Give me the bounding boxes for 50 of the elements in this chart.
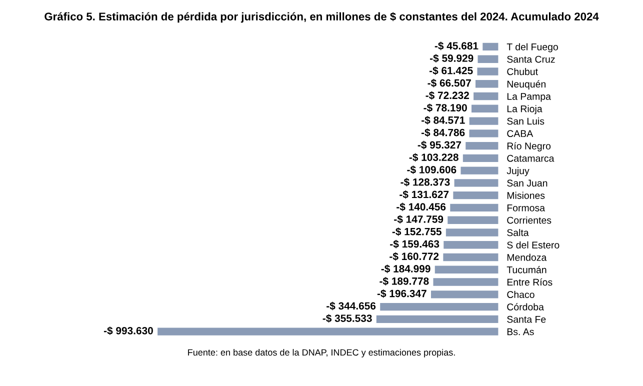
y-tick-label: San Juan [507, 180, 548, 187]
y-tick-label: La Pampa [507, 93, 551, 102]
data-label: -$ 147.759 [394, 215, 444, 224]
data-label: -$ 196.347 [377, 289, 426, 298]
data-label: -$ 72.232 [426, 91, 469, 100]
data-label: -$ 78.190 [424, 104, 467, 112]
source-note: Fuente: en base datos de la DNAP, INDEC y estimaciones propias. [188, 348, 455, 358]
data-label: -$ 189.778 [380, 276, 429, 286]
data-label: -$ 355.533 [322, 314, 372, 323]
y-tick-label: Bs. As [507, 328, 534, 336]
data-label: -$ 131.627 [400, 190, 449, 199]
y-tick-label: Catamarca [507, 154, 554, 162]
y-tick-label: Río Negro [507, 142, 551, 152]
y-tick-label: Formosa [507, 204, 546, 212]
data-label: -$ 45.681 [434, 42, 478, 50]
y-tick-label: La Rioja [507, 105, 542, 114]
data-label: -$ 61.425 [429, 66, 473, 75]
data-label: -$ 84.786 [421, 128, 465, 137]
y-tick-label: S del Estero [507, 241, 560, 248]
data-label: -$ 128.373 [400, 178, 450, 186]
y-tick-label: Chaco [507, 290, 534, 298]
y-tick-label: Córdoba [507, 303, 544, 310]
data-label: -$ 103.228 [409, 153, 458, 162]
data-label: -$ 159.463 [390, 240, 440, 248]
data-label: -$ 109.606 [407, 166, 456, 174]
y-tick-label: Jujuy [506, 167, 530, 176]
y-tick-label: Mendoza [507, 254, 547, 261]
chart-title: Gráfico 5. Estimación de pérdida por jurisdicción, en millones de $ constantes del 2024. Acumulado 2024 [44, 12, 599, 23]
y-tick-label: Neuquén [507, 80, 546, 90]
data-label: -$ 344.656 [326, 302, 376, 310]
y-tick-label: Misiones [507, 192, 545, 199]
data-label: -$ 59.929 [430, 54, 474, 63]
y-tick-label: Chubut [507, 68, 538, 76]
y-tick-label: CABA [507, 130, 534, 138]
data-label: -$ 152.755 [392, 227, 442, 236]
y-tick-label: T del Fuego [506, 43, 558, 52]
y-tick-label: Entre Ríos [507, 278, 552, 286]
y-tick-label: Salta [507, 228, 529, 236]
data-label: -$ 160.772 [390, 252, 439, 261]
y-tick-label: Santa Fe [507, 316, 546, 323]
data-label: -$ 95.327 [418, 140, 462, 150]
data-label: -$ 993.630 [104, 326, 153, 336]
data-label: -$ 184.999 [381, 264, 430, 274]
data-label: -$ 84.571 [422, 116, 465, 124]
y-tick-label: Corrientes [507, 216, 552, 224]
y-tick-label: Santa Cruz [507, 56, 555, 63]
y-tick-label: Tucumán [506, 266, 546, 274]
data-label: -$ 140.456 [396, 202, 446, 212]
y-tick-label: San Luis [507, 118, 544, 125]
data-label: -$ 66.507 [428, 78, 471, 88]
